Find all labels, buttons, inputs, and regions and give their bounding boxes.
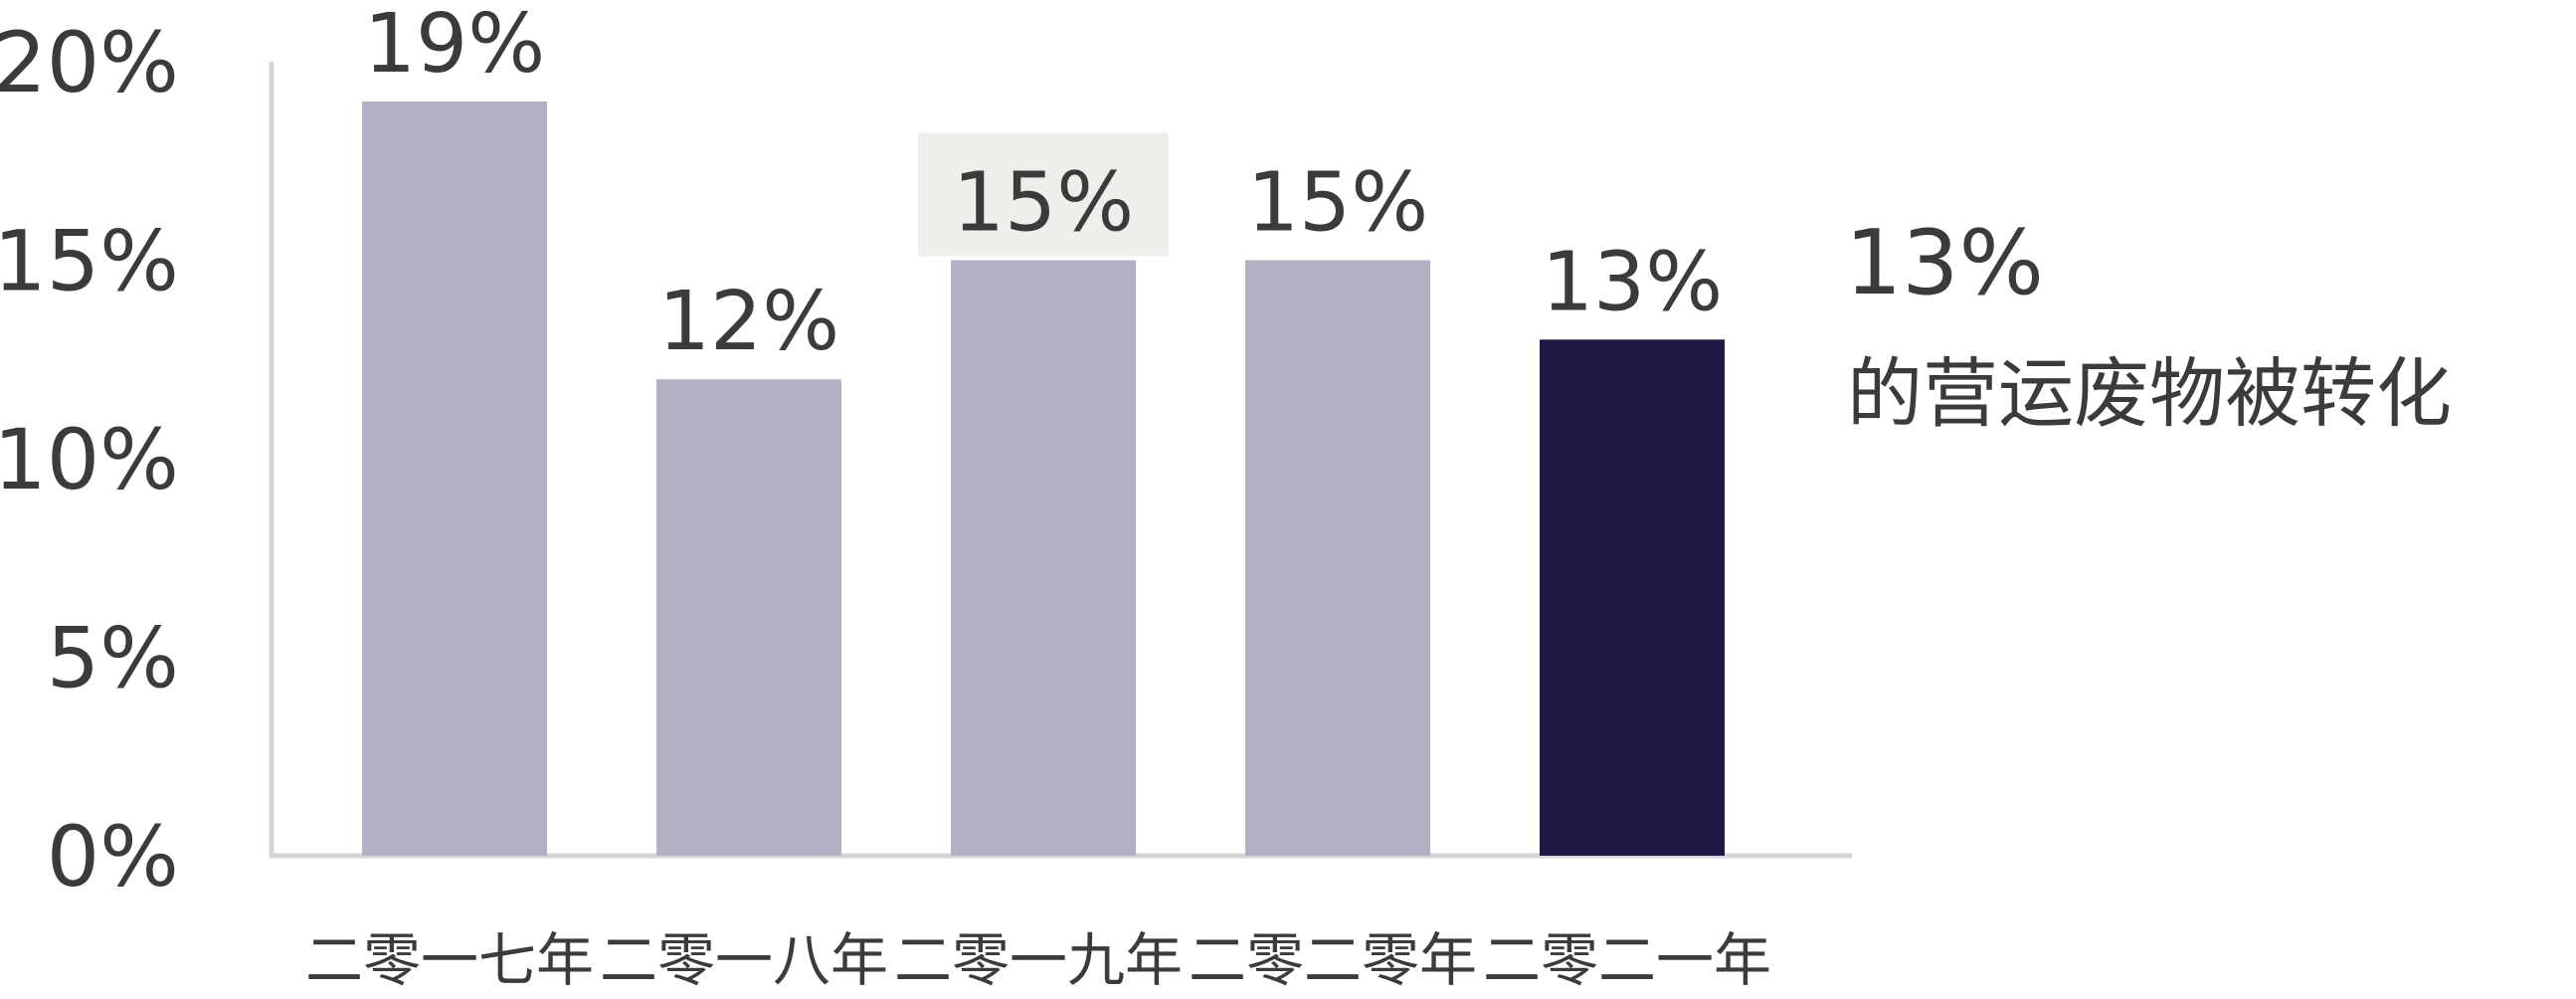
callout-text: 的营运废物被转化 xyxy=(1847,349,2452,438)
y-tick-label: 15% xyxy=(0,213,179,310)
data-label-box xyxy=(918,132,1169,257)
data-labels: 19% 12% 15% 15% 13% xyxy=(364,0,1723,369)
y-axis-tick-labels: 0% 5% 10% 15% 20% xyxy=(0,14,179,905)
bar xyxy=(1245,260,1430,856)
y-tick-label: 0% xyxy=(47,808,179,905)
bar-data-label: 13% xyxy=(1542,235,1723,329)
bar-data-label: 12% xyxy=(658,275,839,369)
y-tick-label: 5% xyxy=(47,610,179,707)
x-category-label: 二零二一年 xyxy=(1483,926,1771,994)
y-tick-label: 20% xyxy=(0,14,179,111)
x-category-label: 二零一七年 xyxy=(305,926,594,994)
bar xyxy=(362,100,547,856)
x-category-label: 二零一九年 xyxy=(894,926,1183,994)
callout-value: 13% xyxy=(1845,211,2044,315)
y-tick-label: 10% xyxy=(0,411,179,508)
x-category-label: 二零一八年 xyxy=(600,926,888,994)
bar-series xyxy=(362,100,1725,856)
bar-data-label: 19% xyxy=(364,0,545,92)
x-category-label: 二零二零年 xyxy=(1189,926,1477,994)
bar xyxy=(656,379,841,856)
x-axis-category-labels: 二零一七年 二零一八年 二零一九年 二零二零年 二零二一年 xyxy=(305,926,1771,994)
bar xyxy=(1540,339,1725,856)
bar-data-label: 15% xyxy=(1247,156,1428,251)
bar-data-label: 15% xyxy=(953,156,1134,251)
bar xyxy=(951,260,1136,856)
